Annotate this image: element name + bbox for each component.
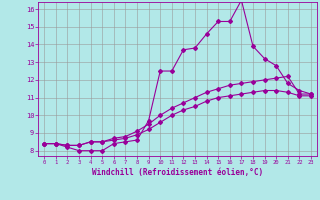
X-axis label: Windchill (Refroidissement éolien,°C): Windchill (Refroidissement éolien,°C) (92, 168, 263, 177)
